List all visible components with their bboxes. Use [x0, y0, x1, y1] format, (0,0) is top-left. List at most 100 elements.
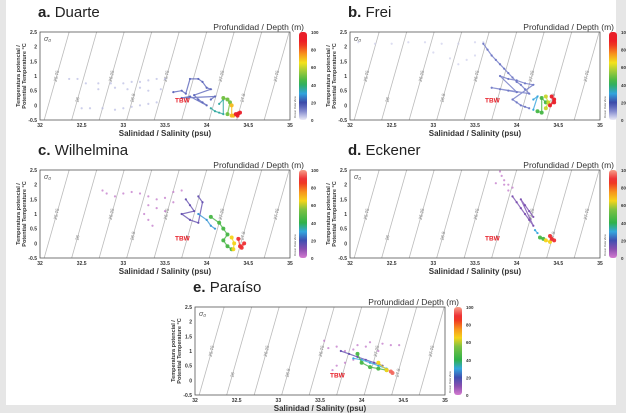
profile-line [197, 213, 216, 230]
x-tick-label: 32 [37, 123, 43, 129]
data-points [494, 170, 557, 244]
colorbar-credit: Ocean Data View [603, 95, 607, 118]
data-point [343, 361, 347, 364]
y-tick-label: 1.5 [185, 334, 192, 340]
profile-line [549, 235, 555, 241]
isopycnal-label: 27.25 [218, 208, 225, 221]
ts-diagram: 25.752626.2526.526.752727.2527.527.7528σ… [326, 30, 626, 138]
colorbar-tick-label: 40 [311, 83, 317, 88]
x-tick-label: 33 [276, 398, 282, 404]
profile-line [545, 239, 551, 243]
data-point [138, 104, 142, 107]
figure-frame [6, 0, 616, 405]
y-tick-label: 1.5 [30, 197, 37, 203]
data-point [440, 42, 443, 45]
data-point [147, 195, 150, 198]
data-point [172, 201, 175, 204]
colorbar-tick-label: 100 [311, 168, 319, 173]
data-point [389, 344, 392, 347]
x-axis-label: Salinidad / Salinity (psu) [119, 267, 212, 276]
y-tick-label: 2.5 [30, 30, 37, 36]
isopycnal-label: 27.75 [583, 208, 590, 221]
x-tick-label: 34.5 [243, 261, 253, 267]
data-point [356, 344, 359, 347]
data-point [507, 189, 510, 192]
x-axis-label: Salinidad / Salinity (psu) [274, 404, 367, 413]
panel-c: c. Wilhelmina Profundidad / Depth (m) 25.7… [8, 140, 319, 276]
data-point [377, 349, 380, 353]
data-point [335, 345, 338, 348]
x-tick-label: 33.5 [315, 398, 325, 404]
colorbar-title: Profundidad / Depth (m) [368, 297, 459, 307]
isopycnal-line [198, 307, 225, 395]
data-point [448, 57, 452, 60]
colorbar-title: Profundidad / Depth (m) [523, 22, 614, 32]
x-tick-label: 32.5 [387, 123, 397, 129]
x-tick-label: 34.5 [553, 123, 563, 129]
y-axis-label: Temperatura potencial /Potential Tempera… [16, 43, 28, 108]
depth-colorbar [299, 170, 307, 258]
colorbar-tick-label: 40 [621, 83, 626, 88]
profile-line [353, 357, 387, 370]
data-point [147, 218, 150, 221]
isopycnal-line [308, 307, 335, 395]
data-point [180, 189, 183, 192]
data-point [126, 88, 129, 91]
data-point [138, 80, 142, 83]
data-point [138, 86, 142, 89]
data-points [68, 77, 242, 118]
x-tick-label: 33.5 [160, 261, 170, 267]
data-point [159, 88, 162, 91]
isopycnal-label: 27.75 [583, 70, 590, 83]
data-point [494, 182, 497, 185]
y-tick-label: 0.5 [30, 89, 37, 95]
y-tick-label: 0 [344, 103, 347, 109]
colorbar-credit: Ocean Data View [448, 370, 452, 393]
y-tick-label: 0.5 [185, 364, 192, 370]
x-tick-label: 32.5 [387, 261, 397, 267]
colorbar-tick-label: 0 [311, 118, 314, 123]
data-point [331, 368, 334, 372]
data-point [457, 42, 460, 45]
y-tick-label: 1 [34, 212, 37, 218]
isopycnal-line [43, 32, 70, 120]
isopycnal-line [381, 32, 408, 120]
profile-line [223, 97, 231, 115]
isopycnal-line [181, 32, 208, 120]
data-point [390, 42, 393, 45]
panel-a: a. Duarte Profundidad / Depth (m) 25.75 26 2… [8, 2, 319, 138]
colorbar-credit: Ocean Data View [293, 233, 297, 256]
y-tick-label: 1 [189, 349, 192, 355]
data-point [130, 80, 133, 83]
panel-station-name: Paraíso [209, 279, 262, 296]
depth-colorbar [299, 32, 307, 120]
profile-line [235, 112, 241, 116]
data-point [507, 183, 510, 186]
colorbar-tick-label: 100 [466, 305, 474, 310]
y-tick-label: -0.5 [28, 256, 37, 262]
data-point [143, 212, 146, 216]
colorbar-tick-label: 60 [621, 203, 626, 208]
data-point [97, 88, 100, 91]
isopycnal-line [236, 32, 263, 120]
isopycnal-label: 27.25 [373, 345, 380, 358]
y-tick-label: -0.5 [338, 256, 347, 262]
colorbar-tick-label: 20 [311, 100, 317, 105]
x-tick-label: 33 [121, 261, 127, 267]
y-tick-label: 2.5 [30, 168, 37, 174]
colorbar-tick-label: 100 [621, 30, 626, 35]
isopycnal-label: 27.5 [394, 368, 401, 378]
isopycnal-line [436, 32, 463, 120]
y-tick-label: 0.5 [340, 227, 347, 233]
data-point [498, 170, 502, 173]
data-point [101, 189, 104, 192]
isopycnal-line [408, 170, 435, 258]
x-tick-label: 32 [192, 398, 198, 404]
panel-letter: e. [193, 279, 210, 296]
isopycnal-line [98, 170, 125, 258]
data-point [373, 42, 377, 45]
isopycnal-label: 25.75 [53, 208, 60, 221]
tbw-label: TBW [485, 235, 501, 242]
panel-letter: b. [348, 4, 366, 21]
